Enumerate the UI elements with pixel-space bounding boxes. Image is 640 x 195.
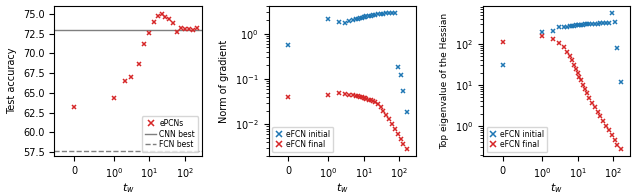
Legend: eFCN initial, eFCN final: eFCN initial, eFCN final: [273, 127, 333, 152]
X-axis label: $t_w$: $t_w$: [550, 181, 563, 195]
Legend: eFCN initial, eFCN final: eFCN initial, eFCN final: [486, 127, 547, 152]
Y-axis label: Top eigenvalue of the Hessian: Top eigenvalue of the Hessian: [440, 13, 449, 149]
X-axis label: $t_w$: $t_w$: [336, 181, 349, 195]
Legend: ePCNs, CNN best, FCN best: ePCNs, CNN best, FCN best: [142, 116, 198, 152]
X-axis label: $t_w$: $t_w$: [122, 181, 134, 195]
Y-axis label: Norm of gradient: Norm of gradient: [220, 39, 229, 122]
Y-axis label: Test accuracy: Test accuracy: [8, 48, 17, 114]
